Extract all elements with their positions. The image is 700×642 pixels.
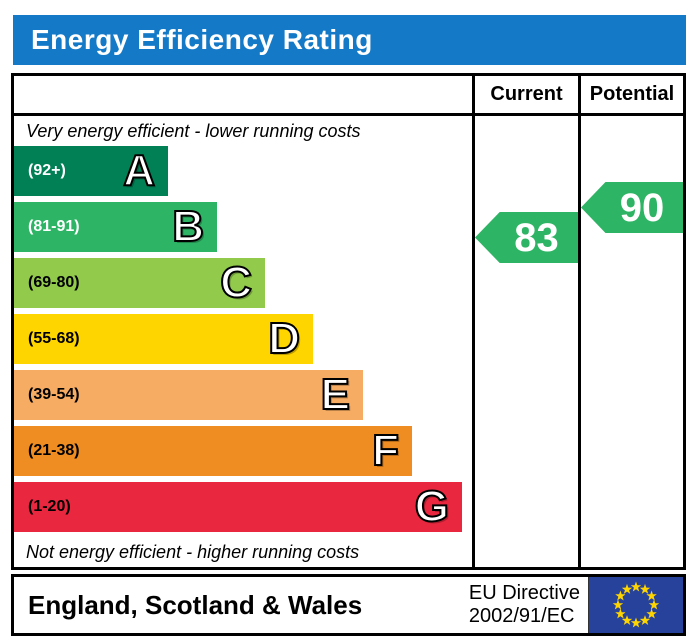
eu-directive-text: EU Directive 2002/91/EC (469, 582, 580, 628)
band-letter: A (122, 146, 156, 195)
eu-directive-line2: 2002/91/EC (468, 605, 575, 627)
band-row-f: (21-38) F (14, 426, 472, 476)
band-bar-a: (92+) A (14, 146, 168, 196)
footer: England, Scotland & Wales EU Directive 2… (11, 574, 686, 636)
band-letter: F (371, 426, 400, 475)
band-range-label: (55-68) (28, 330, 80, 347)
band-bar-f: (21-38) F (14, 426, 412, 476)
header-current: Current (472, 76, 578, 116)
band-bar-e: (39-54) E (14, 370, 363, 420)
band-row-g: (1-20) G (14, 482, 472, 532)
band-letter: G (414, 482, 450, 531)
rating-table: Current Potential Very energy efficient … (11, 73, 686, 570)
band-range-label: (92+) (28, 162, 66, 179)
bottom-caption: Not energy efficient - higher running co… (26, 542, 360, 562)
band-range-label: (81-91) (28, 218, 80, 235)
band-bar-b: (81-91) B (14, 202, 217, 252)
band-row-c: (69-80) C (14, 258, 472, 308)
band-letter: E (320, 370, 351, 419)
eu-directive-line1: EU Directive (468, 582, 580, 604)
band-bar-d: (55-68) D (14, 314, 313, 364)
header-spacer (14, 76, 472, 116)
band-row-b: (81-91) B (14, 202, 472, 252)
title-bar: Energy Efficiency Rating (13, 15, 686, 65)
band-range-label: (39-54) (28, 386, 80, 403)
eu-flag-icon (588, 577, 683, 633)
potential-column: 90 (578, 116, 683, 567)
band-range-label: (1-20) (28, 498, 71, 515)
bands-column: Very energy efficient - lower running co… (14, 116, 472, 567)
band-row-d: (55-68) D (14, 314, 472, 364)
band-letter: D (267, 314, 301, 363)
current-rating-value: 83 (514, 215, 559, 260)
band-range-label: (21-38) (28, 442, 80, 459)
potential-rating-value: 90 (619, 185, 665, 230)
band-row-a: (92+) A (14, 146, 472, 196)
page-title: Energy Efficiency Rating (31, 24, 373, 55)
band-range-label: (69-80) (28, 274, 80, 291)
band-letter: C (219, 258, 253, 307)
region-label: England, Scotland & Wales (28, 589, 363, 620)
potential-rating-arrow: 90 (581, 182, 683, 233)
band-bar-g: (1-20) G (14, 482, 462, 532)
band-row-e: (39-54) E (14, 370, 472, 420)
header-potential: Potential (578, 76, 683, 116)
current-rating-arrow: 83 (475, 212, 578, 263)
band-letter: B (171, 202, 205, 251)
current-column: 83 (472, 116, 578, 567)
band-bar-c: (69-80) C (14, 258, 265, 308)
top-caption: Very energy efficient - lower running co… (26, 120, 361, 141)
